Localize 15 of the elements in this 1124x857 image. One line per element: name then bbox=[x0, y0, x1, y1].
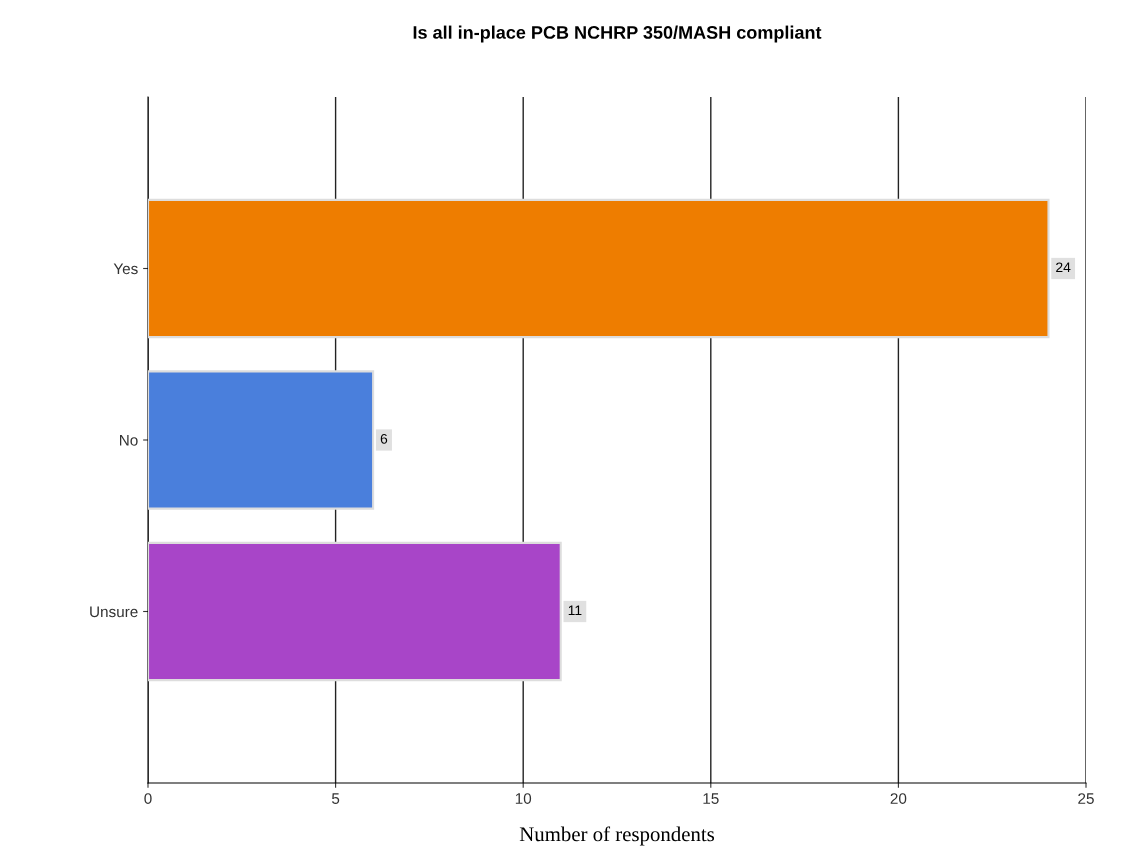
data-label: 24 bbox=[1056, 262, 1071, 273]
x-tick-label: 20 bbox=[890, 793, 907, 804]
y-tick-label: Unsure bbox=[90, 606, 138, 618]
y-tick-label: No bbox=[120, 435, 138, 446]
bar bbox=[148, 370, 375, 510]
x-tick-label: 10 bbox=[515, 793, 532, 804]
data-label: 11 bbox=[568, 605, 582, 616]
y-tick-label: Yes bbox=[113, 263, 138, 275]
x-tick-label: 25 bbox=[1078, 793, 1094, 804]
x-axis-title: Number of respondents bbox=[519, 826, 715, 846]
data-label: 6 bbox=[380, 433, 388, 444]
x-tick-label: 0 bbox=[144, 793, 152, 804]
x-tick-label: 5 bbox=[331, 793, 340, 804]
x-tick-label: 15 bbox=[703, 793, 719, 804]
chart-title: Is all in-place PCB NCHRP 350/MASH compliant bbox=[413, 25, 822, 43]
